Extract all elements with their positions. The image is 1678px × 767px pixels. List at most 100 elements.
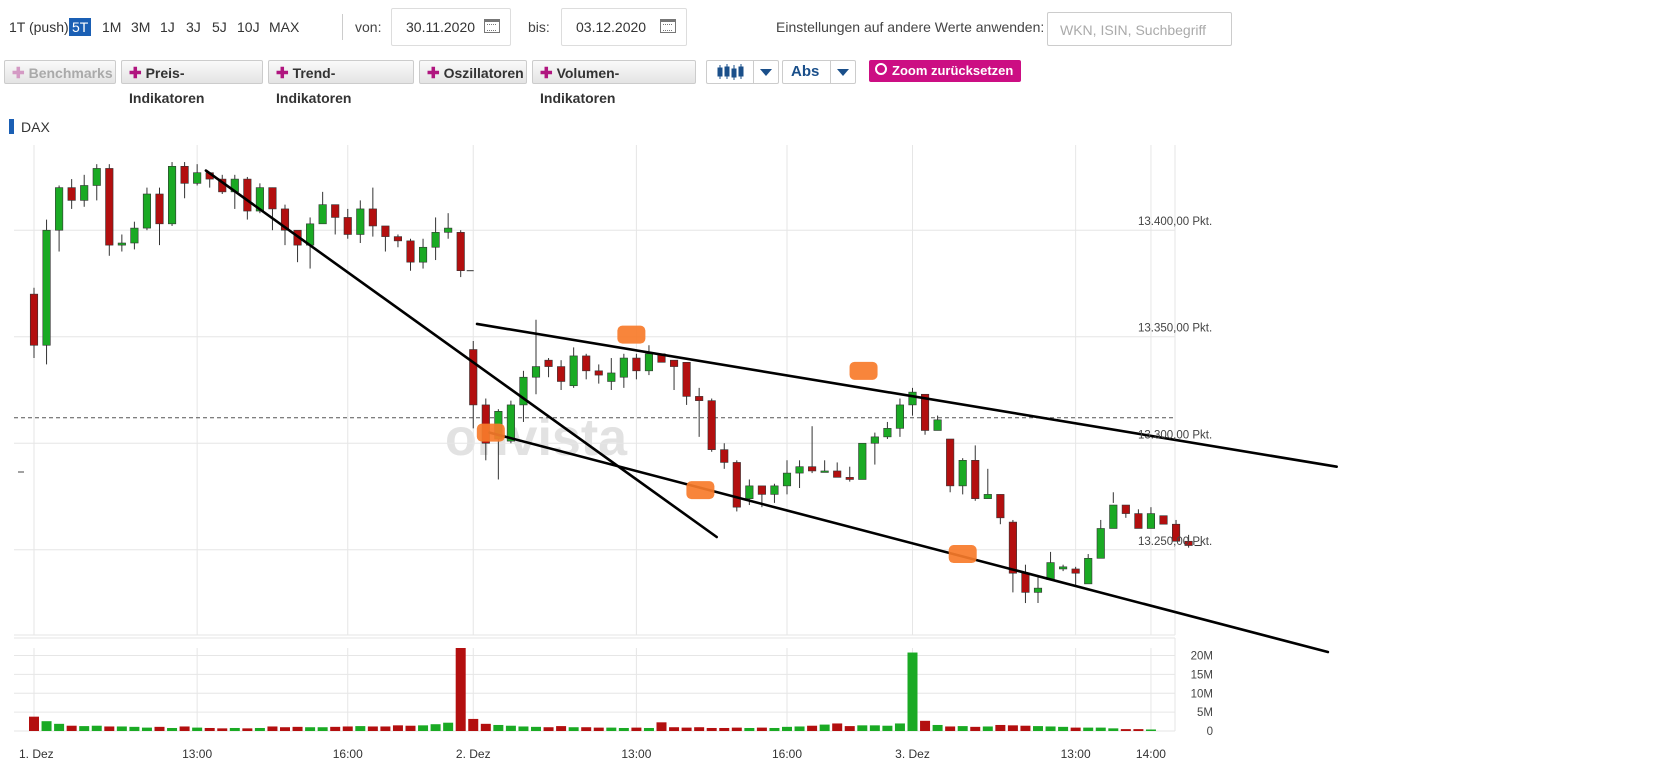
period-3j[interactable]: 3J	[186, 19, 201, 35]
y-tick-label: 13.400,00 Pkt.	[1138, 216, 1212, 228]
period-10j[interactable]: 10J	[237, 19, 260, 35]
volume-bar	[305, 727, 316, 731]
trend-line	[204, 169, 719, 539]
candle-up	[1109, 504, 1118, 529]
candle-up	[983, 494, 992, 499]
calendar-icon[interactable]	[484, 19, 500, 33]
y-tick-label: 13.350,00 Pkt.	[1138, 323, 1212, 335]
plus-icon: ✚	[540, 65, 553, 82]
candle-up	[820, 470, 829, 473]
volume-bar	[982, 726, 993, 731]
candle-down	[707, 400, 716, 450]
period-max[interactable]: MAX	[269, 19, 300, 35]
volume-bar	[957, 726, 968, 731]
period-1m[interactable]: 1M	[102, 19, 122, 35]
from-date-field[interactable]: 30.11.2020	[391, 8, 511, 46]
volume-bar	[480, 723, 491, 731]
touch-marker	[849, 361, 878, 380]
scale-value: Abs	[791, 63, 820, 80]
volume-bar	[1058, 726, 1069, 731]
volume-bar	[129, 726, 140, 731]
candle-up	[531, 366, 541, 378]
candle-down	[557, 366, 566, 382]
volume-bar	[1007, 725, 1018, 731]
x-tick-label: 13:00	[182, 747, 212, 761]
trend-line	[488, 431, 1330, 654]
candle-up	[870, 436, 879, 444]
volume-bar	[179, 726, 190, 731]
to-date-field[interactable]: 03.12.2020	[561, 8, 687, 46]
candle-up	[444, 227, 453, 233]
volume-bar	[618, 727, 629, 731]
candle-down	[469, 349, 478, 406]
candle-down	[381, 225, 390, 237]
zoom-reset-button[interactable]: Zoom zurücksetzen	[869, 60, 1022, 82]
benchmarks-button[interactable]: ✚ Benchmarks	[4, 60, 116, 84]
candle-down	[368, 208, 377, 227]
volume-bar	[54, 723, 65, 731]
candle-up	[1096, 528, 1105, 559]
candle-up	[1059, 566, 1068, 570]
candle-down	[833, 470, 842, 478]
volume-bar	[418, 725, 429, 731]
candle-up	[1084, 558, 1093, 585]
oscillators-button[interactable]: ✚ Oszillatoren	[419, 60, 527, 84]
volume-bar	[380, 726, 391, 731]
volume-bar	[694, 727, 705, 731]
candle-up	[644, 353, 654, 372]
candle-up	[519, 376, 528, 406]
candle-up	[193, 172, 202, 184]
candle-up	[80, 185, 89, 201]
chevron-down-icon[interactable]	[830, 61, 855, 83]
x-tick-label: 14:00	[1136, 747, 1166, 761]
search-field[interactable]	[1047, 12, 1232, 46]
volume-indicators-button[interactable]: ✚ Volumen-Indikatoren	[532, 60, 696, 106]
candle-down	[757, 485, 766, 495]
candle-up	[770, 485, 779, 495]
candle-up	[318, 204, 327, 225]
period-5t[interactable]: 5T	[69, 18, 92, 36]
period-1j[interactable]: 1J	[160, 19, 175, 35]
plus-icon: ✚	[12, 65, 25, 82]
chevron-down-icon[interactable]	[753, 61, 778, 83]
candlestick-icon	[717, 64, 744, 80]
candle-down	[155, 193, 164, 225]
benchmarks-label: Benchmarks	[28, 65, 113, 81]
volume-bar	[91, 725, 102, 731]
volume-bar	[317, 727, 328, 731]
volume-bar	[141, 727, 152, 731]
plus-icon: ✚	[276, 65, 289, 82]
x-tick-label: 16:00	[333, 747, 363, 761]
volume-bar	[66, 725, 77, 731]
volume-bar	[1070, 727, 1081, 731]
volume-bar	[292, 726, 303, 731]
candle-down	[1008, 521, 1017, 574]
volume-bar	[882, 725, 893, 731]
calendar-icon[interactable]	[660, 19, 676, 33]
candle-down	[669, 359, 679, 367]
price-indicators-button[interactable]: ✚ Preis-Indikatoren	[121, 60, 263, 106]
volume-bar	[217, 728, 228, 731]
period-3m[interactable]: 3M	[131, 19, 151, 35]
trend-indicators-label: Trend-Indikatoren	[276, 65, 352, 106]
candle-down	[996, 494, 1005, 519]
instrument-name: DAX	[21, 119, 50, 135]
candle-down	[406, 240, 415, 263]
candle-up	[168, 166, 177, 225]
candle-down	[1172, 523, 1181, 542]
legend-swatch	[9, 119, 14, 134]
volume-bar	[1033, 726, 1043, 731]
volume-bar	[543, 727, 554, 731]
search-input[interactable]	[1058, 21, 1232, 39]
scale-select[interactable]: Abs	[782, 60, 856, 84]
period-5j[interactable]: 5J	[212, 19, 227, 35]
volume-bar	[443, 722, 454, 731]
candle-down	[920, 393, 930, 431]
volume-bar	[706, 727, 717, 731]
candle-up	[607, 372, 616, 382]
trend-indicators-button[interactable]: ✚ Trend-Indikatoren	[268, 60, 414, 106]
candle-up	[55, 187, 64, 231]
period-1t-push[interactable]: 1T (push)	[9, 19, 69, 35]
chart-type-select[interactable]	[706, 60, 779, 84]
